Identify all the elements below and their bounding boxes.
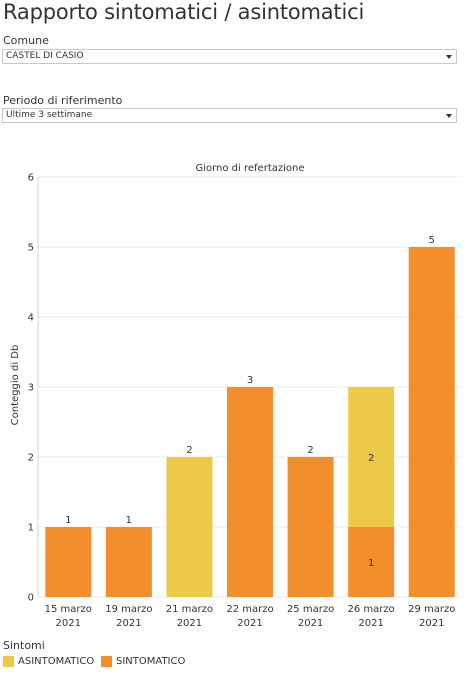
legend-item-sintomatico[interactable]: SINTOMATICO	[101, 654, 185, 668]
page-title: Rapporto sintomatici / asintomatici	[3, 0, 365, 24]
x-tick-label: 2021	[237, 618, 262, 629]
y-tick-label: 2	[28, 453, 34, 464]
x-tick-label: 2021	[177, 618, 202, 629]
y-tick-label: 0	[28, 593, 34, 604]
data-label: 1	[126, 515, 132, 526]
periodo-dropdown-value: Ultime 3 settimane	[6, 110, 93, 120]
legend-label-asintomatico: ASINTOMATICO	[18, 655, 95, 667]
legend-item-asintomatico[interactable]: ASINTOMATICO	[3, 654, 94, 668]
y-axis-label: Conteggio di Db	[10, 345, 21, 426]
bar-segment-sintomatico[interactable]	[227, 387, 273, 597]
bar-segment-asintomatico[interactable]	[166, 457, 213, 597]
y-tick-label: 6	[28, 173, 34, 184]
bar-segment-sintomatico[interactable]	[105, 527, 152, 597]
comune-filter-label: Comune	[3, 34, 49, 47]
bar-segment-sintomatico[interactable]	[348, 527, 395, 597]
y-tick-label: 1	[28, 523, 34, 534]
bar-segment-sintomatico[interactable]	[287, 457, 334, 597]
legend-swatch-asintomatico	[3, 655, 14, 667]
data-label: 2	[186, 445, 192, 456]
y-tick-label: 3	[28, 383, 34, 394]
bar-segment-sintomatico[interactable]	[408, 247, 455, 597]
data-label: 2	[368, 453, 374, 464]
x-tick-label: 2021	[56, 618, 81, 629]
data-label: 1	[65, 515, 71, 526]
comune-dropdown[interactable]: CASTEL DI CASIO	[2, 49, 457, 64]
legend-title: Sintomi	[3, 639, 45, 652]
x-tick-label: 2021	[358, 618, 383, 629]
legend-label-sintomatico: SINTOMATICO	[116, 655, 186, 667]
x-tick-label: 21 marzo	[166, 604, 213, 615]
x-tick-label: 22 marzo	[226, 604, 273, 615]
y-tick-label: 5	[28, 243, 34, 254]
periodo-filter-label: Periodo di riferimento	[3, 94, 123, 107]
chart-title: Giorno di refertazione	[195, 163, 304, 174]
x-tick-label: 2021	[298, 618, 323, 629]
data-label: 2	[307, 445, 313, 456]
comune-dropdown-value: CASTEL DI CASIO	[6, 51, 84, 61]
x-tick-label: 25 marzo	[287, 604, 334, 615]
bar-segment-asintomatico[interactable]	[348, 387, 395, 527]
x-tick-label: 19 marzo	[105, 604, 152, 615]
bar-chart: Giorno di refertazione 1 1 2 3 2 1 2 5 0 1 2 3 4 5 6 1…	[10, 163, 462, 629]
x-tick-label: 2021	[116, 618, 141, 629]
x-tick-label: 29 marzo	[408, 604, 455, 615]
y-tick-label: 4	[28, 313, 34, 324]
chevron-down-icon	[446, 55, 452, 59]
bar-segment-sintomatico[interactable]	[45, 527, 92, 597]
chevron-down-icon	[446, 114, 452, 118]
data-label: 3	[247, 375, 253, 386]
x-tick-label: 2021	[419, 618, 444, 629]
x-tick-label: 15 marzo	[45, 604, 92, 615]
legend-swatch-sintomatico	[101, 655, 112, 667]
data-label: 5	[429, 235, 435, 246]
x-tick-label: 26 marzo	[348, 604, 395, 615]
data-label: 1	[368, 558, 374, 569]
periodo-dropdown[interactable]: Ultime 3 settimane	[2, 108, 457, 123]
